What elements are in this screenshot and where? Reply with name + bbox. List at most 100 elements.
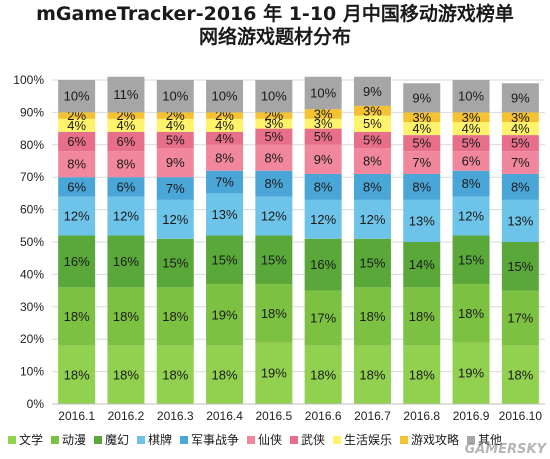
bar-segment	[452, 112, 490, 123]
data-label: 15%	[507, 259, 533, 274]
bar-segment	[304, 199, 342, 239]
data-label: 4%	[511, 121, 530, 136]
legend-label: 棋牌	[148, 433, 172, 447]
data-label: 15%	[261, 252, 287, 267]
bar-segment	[107, 345, 145, 404]
data-label: 3%	[264, 116, 283, 131]
bar-segment	[501, 173, 539, 200]
bar-segment	[206, 235, 244, 285]
bar-segment	[501, 135, 539, 152]
data-label: 10%	[212, 89, 238, 104]
legend-swatch	[51, 436, 59, 444]
data-label: 18%	[113, 367, 139, 382]
legend-label: 生活娱乐	[344, 433, 392, 447]
bar-segment	[501, 199, 539, 242]
bar-segment	[403, 345, 441, 404]
legend-item: 其他	[467, 433, 502, 447]
bar-segment	[501, 112, 539, 123]
data-label: 18%	[359, 367, 385, 382]
data-label: 15%	[212, 252, 238, 267]
bar-segment	[156, 287, 194, 346]
bar-segment	[353, 115, 391, 132]
bar-segment	[501, 151, 539, 174]
data-label: 5%	[314, 129, 333, 144]
data-label: 3%	[462, 110, 481, 125]
x-tick-label: 2016.7	[354, 409, 391, 423]
legend-swatch	[8, 436, 16, 444]
data-label: 13%	[409, 213, 435, 228]
data-label: 3%	[314, 107, 333, 122]
data-label: 18%	[409, 309, 435, 324]
legend-swatch	[400, 436, 408, 444]
data-label: 9%	[314, 152, 333, 167]
bar-segment	[304, 345, 342, 404]
bar-segment	[58, 118, 96, 132]
data-label: 18%	[507, 367, 533, 382]
bar-segment	[206, 80, 244, 113]
bar-segment	[107, 151, 145, 178]
bar-segment	[156, 148, 194, 178]
bar-segment	[403, 242, 441, 288]
bar-segment	[353, 287, 391, 346]
data-label: 16%	[310, 257, 336, 272]
data-label: 18%	[113, 309, 139, 324]
data-label: 13%	[507, 213, 533, 228]
data-label: 18%	[212, 367, 238, 382]
bar-segment	[452, 151, 490, 171]
data-label: 6%	[117, 134, 136, 149]
bar-column: 18%17%16%12%8%9%5%3%3%10%	[304, 76, 342, 404]
data-label: 11%	[113, 87, 138, 102]
data-label: 18%	[64, 367, 90, 382]
data-label: 7%	[511, 155, 530, 170]
data-label: 8%	[117, 157, 136, 172]
bar-segment	[353, 199, 391, 239]
legend-item: 文学	[8, 432, 43, 447]
data-label: 7%	[215, 175, 234, 190]
y-tick-label: 70%	[20, 170, 44, 184]
bar-segment	[255, 196, 293, 236]
legend-item: 武侠	[290, 433, 325, 447]
bar-segment	[501, 122, 539, 136]
bar-segment	[353, 238, 391, 288]
bar-segment	[452, 170, 490, 197]
data-label: 4%	[117, 118, 136, 133]
data-label: 4%	[67, 118, 86, 133]
data-label: 10%	[458, 89, 484, 104]
data-label: 10%	[261, 89, 287, 104]
bar-segment	[304, 144, 342, 174]
bar-segment	[304, 238, 342, 291]
bars-layer: 18%18%16%12%6%8%6%4%2%10%18%18%16%12%6%8…	[58, 76, 539, 404]
data-label: 9%	[412, 90, 431, 105]
data-label: 8%	[215, 150, 234, 165]
bar-segment	[156, 345, 194, 404]
data-label: 15%	[458, 252, 484, 267]
x-tick-label: 2016.10	[499, 409, 543, 423]
legend-swatch	[467, 436, 475, 444]
bar-segment	[58, 80, 96, 113]
bar-segment	[403, 173, 441, 200]
axis-layer: 0% 10% 20% 30% 40% 50% 60% 70% 80% 90% 100% 2016.1 2…	[13, 73, 545, 423]
chart-title-line1: mGameTracker-2016 年 1-10 月中国移动游戏榜单	[36, 3, 514, 25]
bar-segment	[206, 170, 244, 194]
legend-swatch	[333, 436, 341, 444]
data-label: 18%	[310, 367, 336, 382]
bar-column: 18%18%15%12%8%8%5%5%3%9%	[353, 76, 391, 404]
bar-segment	[304, 76, 342, 110]
bar-segment	[58, 235, 96, 288]
bar-segment	[501, 290, 539, 346]
y-tick-label: 40%	[20, 267, 44, 281]
watermark-logo: GAMERSKY	[464, 442, 546, 457]
bar-segment	[255, 170, 293, 197]
x-tick-label: 2016.8	[403, 409, 440, 423]
data-label: 8%	[67, 157, 86, 172]
data-label: 19%	[261, 366, 287, 381]
data-label: 12%	[458, 209, 484, 224]
bar-segment	[353, 345, 391, 404]
bar-column: 19% 18% 15% 12% 8% 6% 5%4%3% 10%	[452, 80, 490, 404]
bar-segment	[304, 290, 342, 346]
data-label: 15%	[162, 256, 188, 271]
data-label: 8%	[264, 150, 283, 165]
bar-segment	[403, 83, 441, 113]
data-label: 6%	[117, 179, 136, 194]
data-label: 3%	[363, 103, 382, 118]
